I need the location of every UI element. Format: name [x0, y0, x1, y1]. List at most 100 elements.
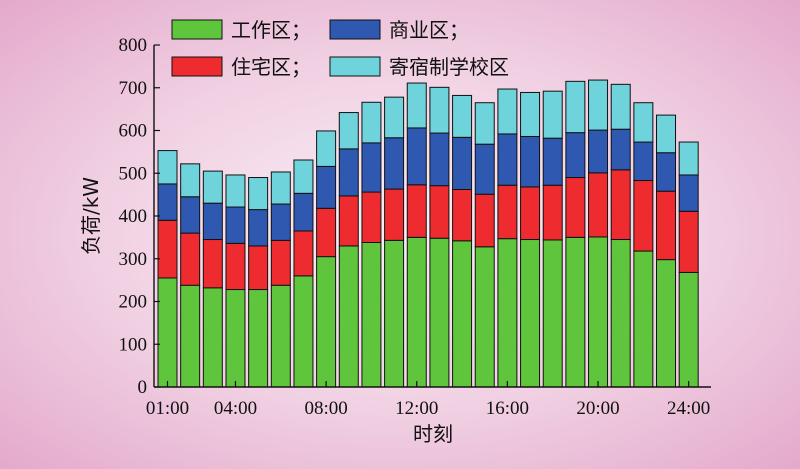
bar-segment [157, 150, 178, 185]
bar-segment [656, 190, 677, 261]
x-tick-label: 04:00 [214, 398, 257, 419]
bar-segment [157, 277, 178, 388]
bar-segment [180, 196, 201, 234]
x-tick-label: 24:00 [667, 398, 710, 419]
y-tick-label: 0 [138, 377, 148, 398]
bar-segment [520, 135, 541, 188]
bar-segment [202, 239, 223, 289]
y-tick-label: 800 [119, 35, 148, 56]
legend-label: 住宅区； [231, 55, 311, 79]
y-tick-label: 100 [119, 334, 148, 355]
bar-segment [293, 192, 314, 232]
bar-segment [610, 83, 631, 130]
bar-segment [406, 127, 427, 186]
bar-segment [474, 246, 495, 388]
bar-segment [361, 101, 382, 144]
y-tick-label: 300 [119, 249, 148, 270]
x-tick-label: 08:00 [304, 398, 347, 419]
bar-segment [588, 172, 609, 238]
legend-label: 工作区； [231, 18, 311, 42]
bar-segment [588, 79, 609, 131]
bar-segment [270, 203, 291, 241]
bar-segment [384, 137, 405, 190]
bar-segment [565, 80, 586, 134]
bars-group [157, 79, 699, 388]
bar-segment [293, 230, 314, 277]
bar-segment [270, 239, 291, 286]
legend-swatch [171, 56, 223, 77]
bar-segment [225, 206, 246, 244]
bar-segment [180, 163, 201, 198]
x-tick-label: 16:00 [486, 398, 529, 419]
bar-segment [610, 239, 631, 388]
bar-segment [565, 132, 586, 179]
bar-segment [338, 112, 359, 150]
legend-label: 商业区； [389, 18, 469, 42]
bar-segment [542, 239, 563, 388]
bar-segment [180, 284, 201, 388]
bar-segment [497, 88, 518, 135]
bar-segment [293, 159, 314, 194]
y-tick-label: 600 [119, 121, 148, 142]
bar-segment [497, 133, 518, 186]
y-tick-label: 700 [119, 78, 148, 99]
bar-segment [633, 180, 654, 252]
x-tick-label: 12:00 [395, 398, 438, 419]
bar-segment [565, 177, 586, 238]
bar-segment [474, 102, 495, 145]
legend: 工作区； 商业区； 住宅区； 寄宿制学校区 [171, 18, 509, 79]
bar-segment [202, 170, 223, 204]
bar-segment [588, 129, 609, 174]
x-ticks-group: 01:00 04:00 08:00 12:00 16:00 20:00 24:00 [146, 381, 710, 419]
y-tick-label: 200 [119, 292, 148, 313]
bar-segment [338, 245, 359, 388]
legend-swatch [329, 56, 381, 77]
bar-segment [361, 191, 382, 243]
bar-segment [225, 289, 246, 388]
bar-segment [293, 275, 314, 388]
legend-label: 寄宿制学校区 [389, 55, 509, 79]
bar-segment [633, 141, 654, 182]
bar-segment [157, 219, 178, 279]
bar-segment [202, 287, 223, 388]
bar-segment [225, 242, 246, 291]
bar-segment [429, 86, 450, 134]
bar-segment [406, 82, 427, 129]
bar-segment [270, 284, 291, 388]
bar-segment [497, 184, 518, 240]
y-tick-label: 500 [119, 163, 148, 184]
bar-segment [520, 239, 541, 388]
bar-segment [497, 238, 518, 388]
bar-segment [429, 132, 450, 187]
bar-segment [678, 271, 699, 388]
y-axis-title: 负荷/kW [79, 177, 103, 255]
bar-segment [429, 237, 450, 388]
bar-segment [542, 184, 563, 241]
bar-segment [248, 245, 269, 291]
bar-segment [678, 141, 699, 176]
bar-segment [474, 193, 495, 248]
bar-segment [678, 174, 699, 212]
bar-segment [361, 142, 382, 193]
bar-segment [452, 136, 473, 190]
bar-segment [429, 185, 450, 239]
bar-segment [520, 91, 541, 137]
bar-segment [384, 96, 405, 139]
bar-segment [384, 239, 405, 388]
y-ticks-group: 0 100 200 300 400 500 600 700 800 [119, 35, 160, 398]
bar-segment [542, 137, 563, 186]
bar-segment [384, 188, 405, 241]
bar-segment [452, 94, 473, 138]
bar-segment [565, 236, 586, 388]
bar-segment [270, 171, 291, 205]
bar-segment [633, 102, 654, 143]
x-tick-label: 01:00 [146, 398, 189, 419]
bar-segment [656, 259, 677, 388]
bar-segment [406, 184, 427, 238]
bar-segment [316, 165, 337, 209]
bar-segment [520, 186, 541, 241]
bar-segment [316, 207, 337, 258]
bar-segment [406, 236, 427, 388]
bar-segment [248, 177, 269, 211]
